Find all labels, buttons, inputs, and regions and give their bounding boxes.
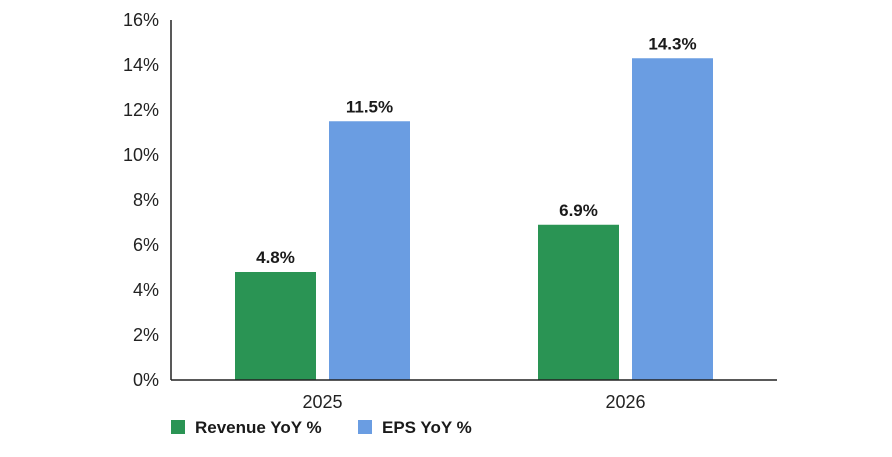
- data-label: 11.5%: [346, 97, 393, 116]
- x-axis-labels: 2025 2026: [302, 392, 645, 412]
- data-labels: 4.8% 11.5% 6.9% 14.3%: [256, 34, 696, 267]
- legend: Revenue YoY % EPS YoY %: [171, 418, 472, 437]
- x-tick-label: 2025: [302, 392, 342, 412]
- data-label: 6.9%: [559, 201, 598, 220]
- y-axis-ticks: 0% 2% 4% 6% 8% 10% 12% 14% 16%: [123, 10, 159, 390]
- y-tick-label: 10%: [123, 145, 159, 165]
- x-tick-label: 2026: [605, 392, 645, 412]
- bar: [538, 224, 619, 380]
- y-tick-label: 16%: [123, 10, 159, 30]
- y-tick-label: 0%: [133, 370, 159, 390]
- legend-swatch: [171, 420, 185, 434]
- y-tick-label: 6%: [133, 235, 159, 255]
- bar: [329, 121, 410, 380]
- y-tick-label: 2%: [133, 325, 159, 345]
- legend-label: EPS YoY %: [382, 418, 472, 437]
- legend-swatch: [358, 420, 372, 434]
- y-tick-label: 14%: [123, 55, 159, 75]
- y-tick-label: 12%: [123, 100, 159, 120]
- data-label: 14.3%: [648, 34, 696, 53]
- data-label: 4.8%: [256, 248, 295, 267]
- bars: [235, 58, 713, 380]
- bar: [235, 272, 316, 380]
- bar: [632, 58, 713, 380]
- y-tick-label: 4%: [133, 280, 159, 300]
- legend-label: Revenue YoY %: [195, 418, 322, 437]
- y-tick-label: 8%: [133, 190, 159, 210]
